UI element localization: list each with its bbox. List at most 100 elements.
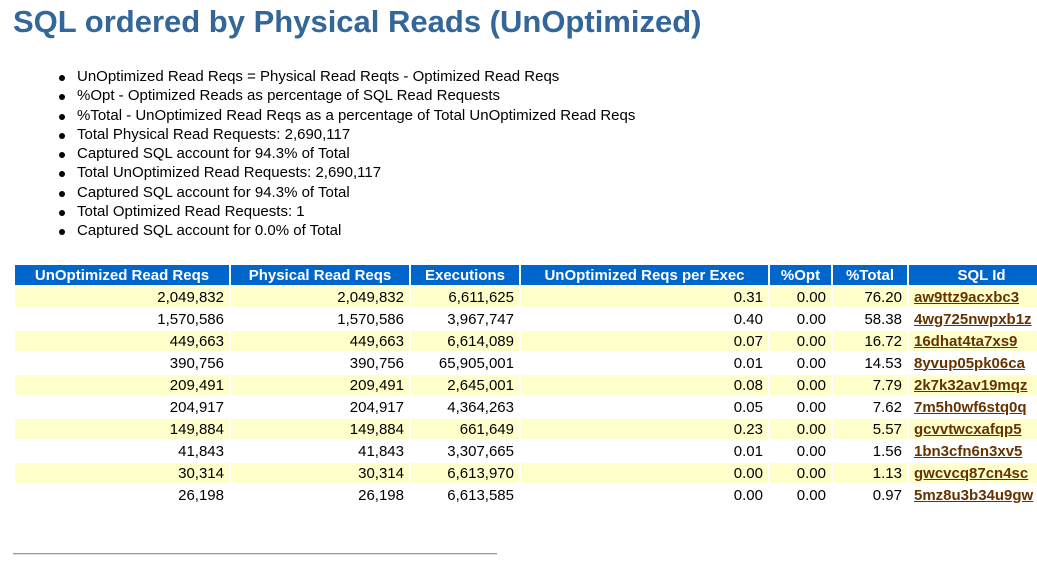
cell-unoptimized-read-reqs: 41,843 — [15, 441, 229, 461]
sql-id-link[interactable]: 8yvup05pk06ca — [914, 354, 1025, 372]
cell-pct-opt: 0.00 — [770, 287, 831, 307]
cell-physical-read-reqs: 30,314 — [231, 463, 409, 483]
cell-pct-total: 58.38 — [833, 309, 907, 329]
cell-unoptimized-read-reqs: 204,917 — [15, 397, 229, 417]
cell-unoptimized-reqs-per-exec: 0.01 — [521, 441, 768, 461]
note-text: UnOptimized Read Reqs = Physical Read Re… — [77, 68, 560, 85]
cell-physical-read-reqs: 149,884 — [231, 419, 409, 439]
cell-sql-id: 2k7k32av19mqz — [909, 375, 1037, 395]
cell-pct-total: 14.53 — [833, 353, 907, 373]
bullet-icon — [59, 113, 65, 120]
note-item: Total Optimized Read Requests: 1 — [56, 202, 635, 221]
sql-id-link[interactable]: 5mz8u3b34u9gw — [914, 486, 1034, 504]
sql-id-link[interactable]: gcvvtwcxafqp5 — [914, 420, 1022, 438]
cell-executions: 6,614,089 — [411, 331, 519, 351]
cell-unoptimized-reqs-per-exec: 0.00 — [521, 485, 768, 505]
sql-table-container: UnOptimized Read Reqs Physical Read Reqs E… — [13, 263, 1037, 507]
cell-executions: 3,307,665 — [411, 441, 519, 461]
header-pct-total: %Total — [833, 265, 907, 285]
note-item: Captured SQL account for 0.0% of Total — [56, 221, 635, 240]
cell-physical-read-reqs: 2,049,832 — [231, 287, 409, 307]
cell-sql-id: gwcvcq87cn4sc — [909, 463, 1037, 483]
table-header-row: UnOptimized Read Reqs Physical Read Reqs E… — [15, 265, 1037, 285]
cell-unoptimized-reqs-per-exec: 0.05 — [521, 397, 768, 417]
header-pct-opt: %Opt — [770, 265, 831, 285]
cell-unoptimized-read-reqs: 149,884 — [15, 419, 229, 439]
cell-pct-total: 16.72 — [833, 331, 907, 351]
cell-executions: 3,967,747 — [411, 309, 519, 329]
cell-sql-id: 7m5h0wf6stq0q — [909, 397, 1037, 417]
cell-physical-read-reqs: 449,663 — [231, 331, 409, 351]
header-executions: Executions — [411, 265, 519, 285]
cell-physical-read-reqs: 26,198 — [231, 485, 409, 505]
note-item: Captured SQL account for 94.3% of Total — [56, 144, 635, 163]
notes-list: UnOptimized Read Reqs = Physical Read Re… — [56, 67, 635, 241]
cell-sql-id: 16dhat4ta7xs9 — [909, 331, 1037, 351]
cell-pct-opt: 0.00 — [770, 375, 831, 395]
bullet-icon — [59, 210, 65, 217]
cell-executions: 4,364,263 — [411, 397, 519, 417]
sql-id-link[interactable]: 1bn3cfn6n3xv5 — [914, 442, 1023, 460]
note-text: Total UnOptimized Read Requests: 2,690,1… — [77, 164, 382, 182]
bullet-icon — [59, 75, 65, 81]
cell-physical-read-reqs: 390,756 — [231, 353, 409, 373]
sql-table: UnOptimized Read Reqs Physical Read Reqs E… — [13, 263, 1037, 507]
cell-pct-opt: 0.00 — [770, 441, 831, 461]
cell-pct-total: 7.62 — [833, 397, 907, 417]
note-item: UnOptimized Read Reqs = Physical Read Re… — [56, 67, 635, 86]
bullet-icon — [59, 229, 65, 236]
note-item: Total UnOptimized Read Requests: 2,690,1… — [56, 163, 635, 182]
cell-physical-read-reqs: 41,843 — [231, 441, 409, 461]
cell-pct-opt: 0.00 — [770, 485, 831, 505]
header-unoptimized-read-reqs: UnOptimized Read Reqs — [15, 265, 229, 285]
table-row: 149,884 149,884 661,649 0.23 0.00 5.57 gcvvtwc… — [15, 419, 1037, 439]
table-row: 26,198 26,198 6,613,585 0.00 0.00 0.97 5mz8u3b… — [15, 485, 1037, 505]
cell-sql-id: 1bn3cfn6n3xv5 — [909, 441, 1037, 461]
sql-id-link[interactable]: 16dhat4ta7xs9 — [914, 332, 1018, 350]
sql-id-link[interactable]: gwcvcq87cn4sc — [914, 464, 1029, 482]
cell-executions: 2,645,001 — [411, 375, 519, 395]
cell-pct-total: 7.79 — [833, 375, 907, 395]
table-row: 30,314 30,314 6,613,970 0.00 0.00 1.13 gwcvcq8… — [15, 463, 1037, 483]
cell-sql-id: gcvvtwcxafqp5 — [909, 419, 1037, 439]
cell-unoptimized-read-reqs: 30,314 — [15, 463, 229, 483]
note-text: Captured SQL account for 94.3% of Total — [77, 183, 350, 201]
cell-physical-read-reqs: 209,491 — [231, 375, 409, 395]
sql-id-link[interactable]: 4wg725nwpxb1z — [914, 310, 1032, 328]
cell-physical-read-reqs: 1,570,586 — [231, 309, 409, 329]
page-title: SQL ordered by Physical Reads (UnOptimiz… — [13, 4, 702, 39]
cell-executions: 6,613,585 — [411, 485, 519, 505]
cell-unoptimized-reqs-per-exec: 0.01 — [521, 353, 768, 373]
note-text: Total Optimized Read Requests: 1 — [77, 203, 305, 221]
cell-physical-read-reqs: 204,917 — [231, 397, 409, 417]
table-row: 41,843 41,843 3,307,665 0.01 0.00 1.56 1bn3cfn… — [15, 441, 1037, 461]
sql-id-link[interactable]: aw9ttz9acxbc3 — [914, 288, 1020, 306]
table-row: 1,570,586 1,570,586 3,967,747 0.40 0.00 58.38… — [15, 309, 1037, 329]
bullet-icon — [59, 94, 65, 101]
sql-id-link[interactable]: 2k7k32av19mqz — [914, 376, 1028, 394]
cell-unoptimized-reqs-per-exec: 0.07 — [521, 331, 768, 351]
bullet-icon — [59, 132, 65, 139]
cell-unoptimized-read-reqs: 1,570,586 — [15, 309, 229, 329]
cell-pct-total: 5.57 — [833, 419, 907, 439]
cell-unoptimized-read-reqs: 209,491 — [15, 375, 229, 395]
cell-pct-opt: 0.00 — [770, 353, 831, 373]
cell-unoptimized-reqs-per-exec: 0.00 — [521, 463, 768, 483]
bullet-icon — [59, 171, 65, 178]
header-sql-id: SQL Id — [909, 265, 1037, 285]
cell-pct-total: 0.97 — [833, 485, 907, 505]
note-text: Captured SQL account for 94.3% of Total — [77, 145, 350, 163]
cell-pct-opt: 0.00 — [770, 309, 831, 329]
note-text: %Total - UnOptimized Read Reqs as a perc… — [77, 106, 636, 124]
cell-pct-opt: 0.00 — [770, 463, 831, 483]
cell-unoptimized-read-reqs: 2,049,832 — [15, 287, 229, 307]
divider — [13, 553, 497, 555]
cell-unoptimized-read-reqs: 449,663 — [15, 331, 229, 351]
note-text: Captured SQL account for 0.0% of Total — [77, 222, 342, 240]
sql-id-link[interactable]: 7m5h0wf6stq0q — [914, 398, 1027, 416]
cell-unoptimized-reqs-per-exec: 0.31 — [521, 287, 768, 307]
cell-pct-opt: 0.00 — [770, 331, 831, 351]
bullet-icon — [59, 152, 65, 159]
table-row: 2,049,832 2,049,832 6,611,625 0.31 0.00 76.20… — [15, 287, 1037, 307]
cell-executions: 6,613,970 — [411, 463, 519, 483]
